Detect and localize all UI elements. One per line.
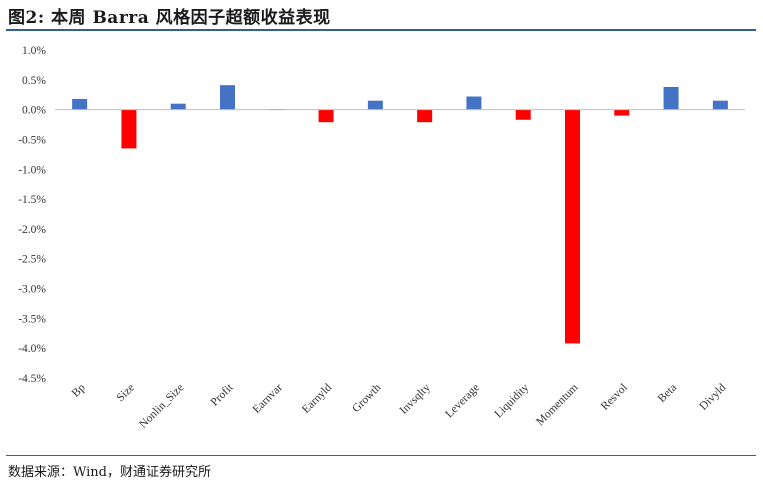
x-tick-label: Resvol [599, 382, 630, 413]
bar-divyld [712, 100, 728, 110]
x-tick-label: Invsqlty [398, 381, 433, 416]
y-tick-label: -1.0% [18, 164, 46, 176]
bar-beta [663, 86, 679, 110]
bar-momentum [565, 109, 580, 344]
x-tick-label: Divyld [697, 381, 728, 412]
x-tick-label: Size [115, 382, 137, 404]
y-tick-label: -2.5% [18, 254, 46, 266]
x-tick-label: Nonlin_Size [137, 382, 186, 431]
y-tick-label: 0.0% [22, 105, 46, 117]
y-tick-label: -1.5% [18, 194, 46, 206]
y-tick-label: -2.0% [18, 224, 46, 236]
bar-growth [367, 100, 383, 110]
y-tick-label: 1.0% [22, 45, 46, 57]
bar-chart: 1.0% 0.5% 0.0% -0.5% -1.0% -1.5% -2.0% -2.5% -3.… [18, 45, 745, 431]
title-rule [6, 29, 756, 31]
x-tick-label: Beta [656, 382, 679, 405]
y-tick-label: -3.5% [18, 313, 46, 325]
figure-title: 图2: 本周 Barra 风格因子超额收益表现 [8, 8, 331, 28]
bar-leverage [466, 96, 482, 110]
y-tick-label: -4.0% [18, 343, 46, 355]
x-tick-label: Leverage [443, 382, 482, 421]
y-tick-label: -0.5% [18, 134, 46, 146]
y-tick-label: -3.0% [18, 284, 46, 296]
footer-rule [6, 455, 756, 456]
x-tick-label: Momentum [534, 382, 580, 428]
bar-bp [72, 98, 88, 110]
bar-liquidity [515, 109, 531, 120]
y-tick-label: -4.5% [18, 373, 46, 385]
bar-earnyld [318, 109, 334, 123]
x-tick-label: Earnvar [251, 382, 285, 416]
x-tick-label: Growth [350, 381, 384, 415]
bar-profit [220, 85, 235, 110]
y-tick-label: 0.5% [22, 75, 46, 87]
x-tick-label: Earnyld [300, 381, 334, 415]
x-tick-label: Liquidity [493, 381, 532, 420]
bar-size [121, 109, 137, 149]
source-note: 数据来源：Wind，财通证券研究所 [8, 465, 211, 480]
x-tick-label: Bp [70, 381, 88, 399]
bar-invsqlty [417, 109, 433, 123]
bar-resvol [614, 109, 630, 116]
bar-nonlin-size [170, 103, 186, 110]
x-tick-label: Profit [209, 381, 237, 409]
